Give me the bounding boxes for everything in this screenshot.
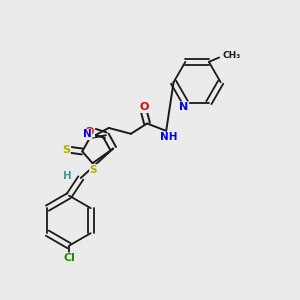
Text: N: N [83, 129, 92, 140]
Text: NH: NH [160, 132, 178, 142]
Text: H: H [63, 172, 72, 182]
Text: N: N [179, 102, 188, 112]
Text: S: S [62, 145, 70, 155]
Text: S: S [90, 165, 97, 175]
Text: CH₃: CH₃ [222, 52, 240, 61]
Text: O: O [140, 102, 149, 112]
Text: Cl: Cl [63, 253, 75, 263]
Text: O: O [85, 127, 94, 137]
